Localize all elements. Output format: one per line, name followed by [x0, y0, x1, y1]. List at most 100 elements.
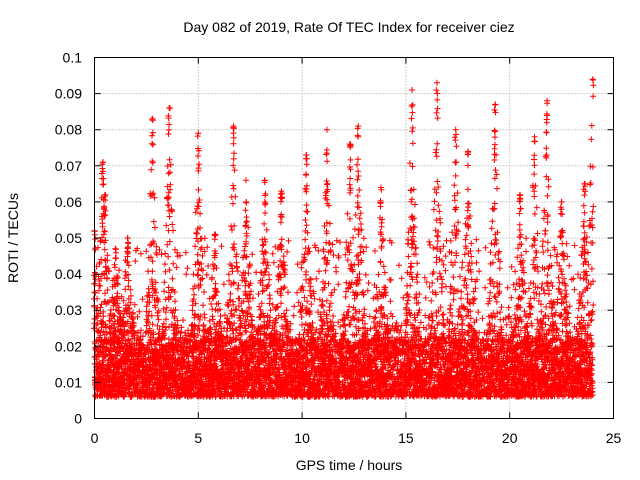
data-point — [104, 252, 111, 259]
data-point — [164, 163, 171, 170]
data-point — [243, 218, 250, 225]
data-point — [125, 283, 132, 290]
data-point — [232, 193, 239, 200]
data-point — [298, 264, 305, 271]
data-point — [124, 318, 131, 325]
data-point — [169, 221, 176, 228]
data-point — [190, 271, 197, 278]
data-point — [342, 322, 349, 329]
data-point — [229, 268, 236, 275]
data-point — [143, 303, 150, 310]
data-point — [245, 270, 252, 277]
data-point — [148, 166, 155, 173]
data-point — [167, 161, 174, 168]
data-point — [184, 265, 191, 272]
data-point — [146, 308, 153, 315]
data-point — [248, 288, 254, 295]
data-point — [218, 243, 225, 250]
data-point — [284, 248, 291, 255]
data-point — [234, 268, 241, 275]
data-point — [230, 200, 236, 207]
data-point — [162, 250, 169, 257]
data-point — [356, 204, 362, 211]
data-point — [209, 316, 216, 323]
data-point — [210, 265, 217, 272]
data-point — [316, 268, 322, 275]
data-point — [114, 281, 121, 288]
data-point — [313, 275, 320, 282]
data-point — [114, 366, 121, 373]
data-point — [107, 367, 114, 373]
data-point — [326, 220, 333, 227]
data-point — [351, 226, 358, 233]
data-point — [262, 200, 269, 207]
data-point — [227, 290, 234, 297]
data-point — [325, 280, 332, 287]
data-point — [108, 325, 114, 332]
data-point — [220, 281, 227, 288]
data-point — [266, 276, 273, 283]
data-point — [304, 298, 311, 305]
data-point — [241, 243, 248, 250]
data-point — [169, 275, 176, 282]
data-point — [107, 307, 114, 313]
data-point — [278, 243, 285, 250]
data-point — [104, 287, 111, 293]
data-point — [234, 285, 241, 292]
data-point — [230, 140, 237, 147]
data-point — [354, 176, 361, 183]
data-point — [245, 264, 252, 271]
data-point — [326, 240, 333, 247]
data-point — [354, 161, 361, 168]
data-point — [294, 289, 301, 296]
data-point — [365, 280, 372, 286]
data-point — [165, 253, 172, 260]
data-point — [97, 329, 104, 336]
data-point — [122, 275, 128, 282]
data-point — [344, 257, 351, 264]
data-point — [350, 234, 357, 241]
data-point — [307, 275, 314, 282]
data-point — [194, 271, 201, 278]
data-point — [166, 213, 173, 220]
data-point — [330, 313, 337, 319]
data-point — [165, 170, 172, 177]
data-point — [125, 262, 132, 269]
data-point — [258, 300, 265, 307]
data-point — [194, 251, 201, 258]
data-point — [114, 280, 121, 287]
data-point — [353, 253, 360, 260]
data-point — [106, 268, 113, 275]
data-point — [200, 302, 207, 309]
data-point — [225, 303, 232, 309]
data-point — [132, 258, 139, 265]
data-point — [198, 244, 205, 251]
data-point — [182, 249, 189, 256]
data-point — [165, 126, 172, 133]
data-point — [269, 250, 276, 257]
data-point — [306, 287, 313, 294]
data-point — [118, 293, 125, 300]
data-point — [180, 317, 186, 324]
data-point — [266, 300, 273, 307]
data-point — [101, 246, 108, 253]
data-point — [246, 262, 253, 269]
data-point — [290, 312, 297, 319]
data-point — [225, 271, 232, 278]
data-point — [137, 250, 144, 257]
data-point — [104, 257, 111, 264]
data-point — [329, 241, 336, 248]
data-point — [208, 301, 215, 307]
data-point — [139, 296, 146, 303]
data-point — [209, 306, 216, 313]
data-point — [166, 121, 173, 128]
data-point — [256, 303, 263, 310]
data-point — [302, 236, 309, 243]
data-point — [97, 304, 104, 311]
data-point — [322, 267, 329, 274]
data-point — [102, 290, 108, 297]
data-point — [101, 375, 107, 382]
data-point — [261, 255, 268, 262]
data-point — [200, 321, 207, 328]
data-point — [303, 208, 310, 215]
